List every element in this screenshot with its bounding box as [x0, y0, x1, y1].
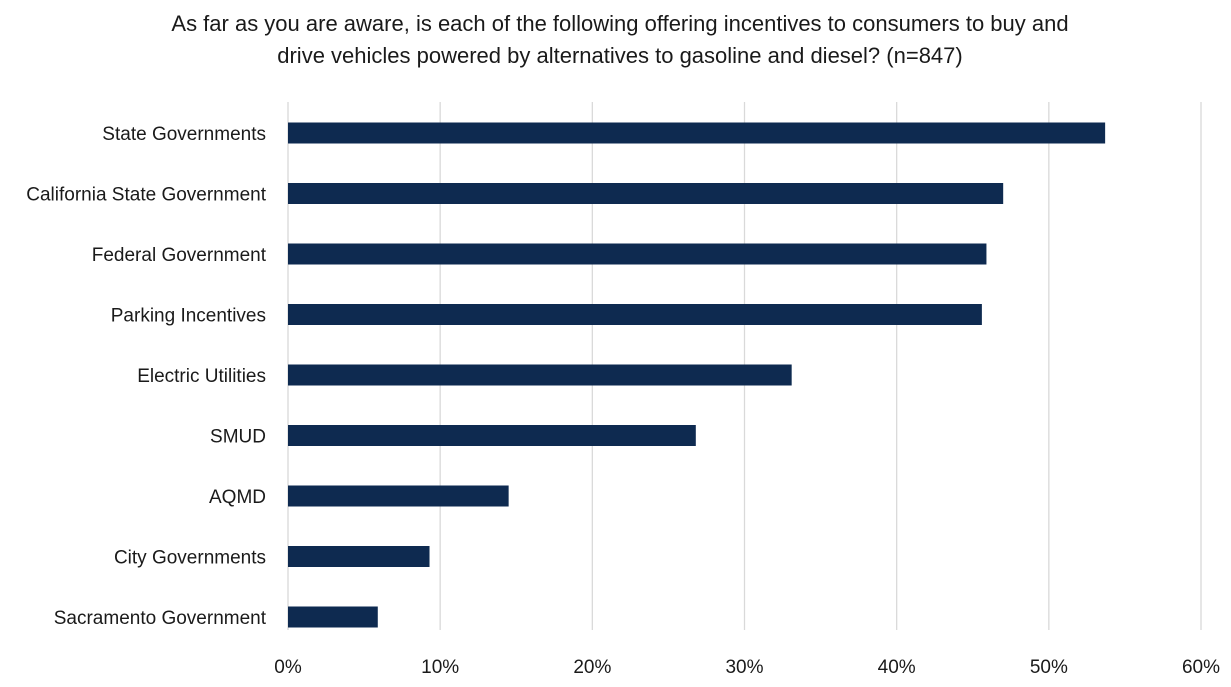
category-label: SMUD: [210, 427, 266, 448]
x-tick-label: 50%: [1030, 657, 1068, 678]
chart-title: As far as you are aware, is each of the …: [60, 8, 1180, 72]
x-tick-label: 10%: [421, 657, 459, 678]
x-tick-label: 30%: [725, 657, 763, 678]
category-label: Sacramento Government: [54, 608, 267, 629]
category-label: Parking Incentives: [111, 306, 266, 327]
x-tick-label: 0%: [274, 657, 302, 678]
category-label: City Governments: [114, 548, 266, 569]
bar-6: [288, 485, 509, 507]
bar-2: [288, 243, 987, 265]
category-label: California State Government: [26, 185, 266, 206]
bar-8: [288, 606, 378, 628]
category-label: Electric Utilities: [137, 366, 266, 387]
chart-title-line-2: drive vehicles powered by alternatives t…: [277, 43, 963, 68]
bar-4: [288, 364, 792, 386]
category-label: Federal Government: [92, 245, 267, 266]
bar-0: [288, 122, 1106, 144]
x-tick-label: 60%: [1182, 657, 1220, 678]
bar-1: [288, 183, 1004, 204]
bar-7: [288, 546, 430, 567]
x-tick-label: 20%: [573, 657, 611, 678]
chart-title-line-1: As far as you are aware, is each of the …: [171, 11, 1069, 36]
category-label: State Governments: [102, 124, 266, 145]
category-label: AQMD: [209, 487, 266, 508]
x-tick-label: 40%: [878, 657, 916, 678]
bar-5: [288, 425, 696, 446]
bar-3: [288, 304, 982, 325]
